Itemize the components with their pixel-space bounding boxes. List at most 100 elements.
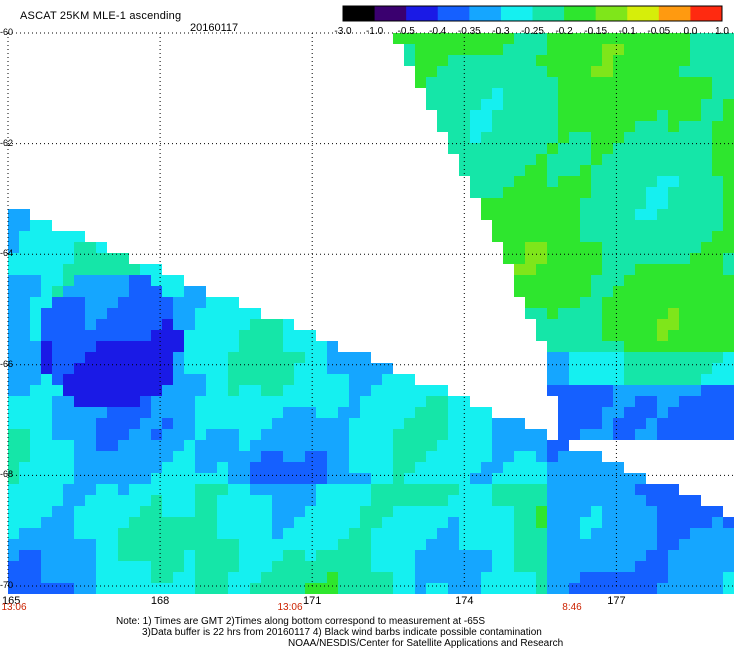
- heatmap-cell: [723, 308, 734, 319]
- heatmap-cell: [679, 154, 690, 165]
- heatmap-cell: [514, 275, 525, 286]
- heatmap-cell: [404, 506, 415, 517]
- heatmap-cell: [591, 407, 602, 418]
- heatmap-cell: [503, 539, 514, 550]
- heatmap-cell: [602, 286, 613, 297]
- heatmap-cell: [635, 286, 646, 297]
- heatmap-cell: [30, 583, 41, 594]
- heatmap-cell: [459, 154, 470, 165]
- heatmap-cell: [492, 440, 503, 451]
- heatmap-cell: [569, 396, 580, 407]
- heatmap-cell: [261, 341, 272, 352]
- heatmap-cell: [635, 495, 646, 506]
- heatmap-cell: [525, 517, 536, 528]
- heatmap-cell: [602, 385, 613, 396]
- heatmap-cell: [668, 297, 679, 308]
- heatmap-cell: [635, 220, 646, 231]
- heatmap-cell: [514, 550, 525, 561]
- heatmap-cell: [613, 363, 624, 374]
- heatmap-cell: [52, 341, 63, 352]
- heatmap-cell: [591, 539, 602, 550]
- heatmap-cell: [272, 473, 283, 484]
- heatmap-cell: [723, 110, 734, 121]
- heatmap-cell: [118, 528, 129, 539]
- heatmap-cell: [536, 506, 547, 517]
- heatmap-cell: [679, 77, 690, 88]
- heatmap-cell: [206, 352, 217, 363]
- heatmap-cell: [635, 297, 646, 308]
- heatmap-cell: [30, 550, 41, 561]
- heatmap-cell: [52, 572, 63, 583]
- heatmap-cell: [437, 55, 448, 66]
- heatmap-cell: [382, 462, 393, 473]
- heatmap-cell: [525, 440, 536, 451]
- heatmap-cell: [129, 275, 140, 286]
- heatmap-cell: [382, 385, 393, 396]
- heatmap-cell: [327, 462, 338, 473]
- heatmap-cell: [657, 506, 668, 517]
- heatmap-cell: [558, 462, 569, 473]
- heatmap-cell: [382, 550, 393, 561]
- heatmap-cell: [261, 484, 272, 495]
- heatmap-cell: [19, 561, 30, 572]
- heatmap-cell: [690, 275, 701, 286]
- heatmap-cell: [250, 462, 261, 473]
- heatmap-cell: [316, 539, 327, 550]
- heatmap-cell: [250, 429, 261, 440]
- heatmap-cell: [261, 451, 272, 462]
- heatmap-cell: [129, 572, 140, 583]
- heatmap-cell: [283, 583, 294, 594]
- heatmap-cell: [712, 572, 723, 583]
- heatmap-cell: [74, 319, 85, 330]
- heatmap-cell: [701, 286, 712, 297]
- heatmap-cell: [492, 495, 503, 506]
- heatmap-cell: [250, 352, 261, 363]
- heatmap-cell: [547, 385, 558, 396]
- heatmap-cell: [118, 583, 129, 594]
- heatmap-cell: [448, 506, 459, 517]
- heatmap-cell: [657, 374, 668, 385]
- heatmap-cell: [613, 429, 624, 440]
- heatmap-cell: [382, 374, 393, 385]
- heatmap-cell: [118, 451, 129, 462]
- heatmap-cell: [547, 506, 558, 517]
- heatmap-cell: [250, 396, 261, 407]
- heatmap-cell: [349, 396, 360, 407]
- heatmap-cell: [569, 44, 580, 55]
- heatmap-cell: [624, 165, 635, 176]
- latitude-tick-label: -60: [0, 27, 14, 37]
- heatmap-cell: [173, 407, 184, 418]
- heatmap-cell: [503, 242, 514, 253]
- heatmap-cell: [624, 572, 635, 583]
- heatmap-cell: [591, 451, 602, 462]
- heatmap-cell: [547, 253, 558, 264]
- heatmap-cell: [701, 55, 712, 66]
- heatmap-cell: [591, 506, 602, 517]
- heatmap-cell: [415, 418, 426, 429]
- colorbar-segment: [343, 6, 376, 21]
- heatmap-cell: [525, 110, 536, 121]
- heatmap-cell: [602, 132, 613, 143]
- heatmap-cell: [206, 539, 217, 550]
- heatmap-cell: [448, 528, 459, 539]
- heatmap-cell: [514, 44, 525, 55]
- heatmap-cell: [536, 484, 547, 495]
- heatmap-cell: [657, 55, 668, 66]
- heatmap-cell: [646, 33, 657, 44]
- heatmap-cell: [679, 550, 690, 561]
- heatmap-cell: [140, 363, 151, 374]
- heatmap-cell: [250, 407, 261, 418]
- heatmap-cell: [701, 374, 712, 385]
- heatmap-cell: [151, 308, 162, 319]
- heatmap-cell: [591, 88, 602, 99]
- heatmap-cell: [503, 176, 514, 187]
- heatmap-cell: [338, 440, 349, 451]
- heatmap-cell: [448, 561, 459, 572]
- heatmap-cell: [547, 154, 558, 165]
- heatmap-cell: [239, 484, 250, 495]
- heatmap-cell: [151, 429, 162, 440]
- heatmap-cell: [701, 506, 712, 517]
- heatmap-cell: [74, 308, 85, 319]
- heatmap-cell: [217, 352, 228, 363]
- heatmap-cell: [602, 495, 613, 506]
